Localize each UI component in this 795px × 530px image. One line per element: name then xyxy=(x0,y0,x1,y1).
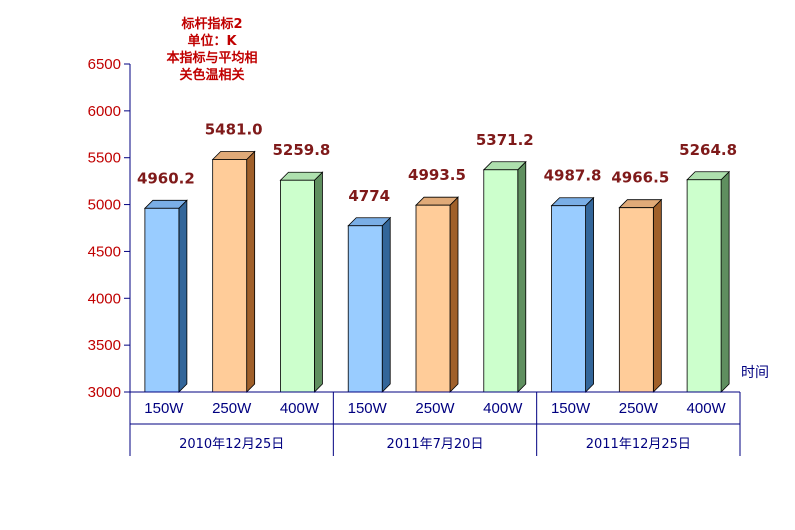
y-tick-label: 4500 xyxy=(88,243,121,260)
bar-2-400w xyxy=(686,179,722,393)
data-label: 4960.2 xyxy=(137,169,195,187)
data-label: 4966.5 xyxy=(611,169,669,187)
bar-2-400w-top xyxy=(686,171,731,181)
bar-0-250w xyxy=(212,159,248,393)
x-category-label: 250W xyxy=(619,400,659,417)
x-category-label: 400W xyxy=(280,400,320,417)
bar-2-150w-top xyxy=(550,197,595,207)
data-label: 5264.8 xyxy=(679,141,737,159)
data-labels: 4960.2 5481.0 5259.8 4774 4993.5 5371.2 4987.8… xyxy=(137,120,737,204)
x-group-label: 2011年7月20日 xyxy=(387,437,484,452)
bar-1-250w-top xyxy=(415,196,459,206)
x-category-label: 250W xyxy=(212,400,252,417)
x-category-label: 150W xyxy=(348,400,388,417)
data-label: 5259.8 xyxy=(272,141,330,159)
bar-0-250w-side xyxy=(246,150,256,393)
x-category-label: 150W xyxy=(144,400,184,417)
bars xyxy=(143,150,731,393)
bar-0-400w-side xyxy=(314,171,323,393)
bar-1-400w-top xyxy=(482,161,527,171)
x-category-label: 250W xyxy=(415,400,455,417)
bar-2-250w xyxy=(618,207,654,393)
y-axis: 3000 3500 4000 4500 5000 5500 6000 6500 xyxy=(88,56,131,401)
bar-0-400w-top xyxy=(279,171,324,181)
bar-0-150w xyxy=(144,207,180,393)
bar-2-150w-side xyxy=(585,196,594,393)
data-label: 5481.0 xyxy=(205,120,263,138)
bar-0-150w-top xyxy=(143,199,188,209)
chart-title-line: 关色温相关 xyxy=(179,67,244,83)
x-category-label: 150W xyxy=(551,400,591,417)
x-group-label: 2011年12月25日 xyxy=(586,437,691,452)
y-tick-label: 4000 xyxy=(88,290,121,307)
chart-title-line: 标杆指标2 xyxy=(180,16,242,32)
data-label: 4774 xyxy=(348,187,390,205)
bar-0-400w xyxy=(280,179,315,393)
bar-1-150w-top xyxy=(347,217,392,227)
bar-1-400w-side xyxy=(517,160,527,393)
bar-2-250w-top xyxy=(618,199,663,209)
data-label: 4993.5 xyxy=(408,166,466,184)
bar-1-150w-side xyxy=(381,216,391,393)
chart-title-line: 本指标与平均相 xyxy=(166,50,257,66)
x-category-label: 400W xyxy=(687,400,727,417)
x-axis-label: 时间 xyxy=(741,365,769,381)
y-tick-label: 3000 xyxy=(88,384,121,401)
bar-1-150w xyxy=(347,225,383,393)
bar-2-150w xyxy=(551,205,586,393)
bar-0-250w-top xyxy=(211,151,256,160)
y-tick-label: 5500 xyxy=(88,150,121,167)
data-label: 4987.8 xyxy=(544,167,602,185)
y-tick-label: 6500 xyxy=(88,56,121,73)
bar-1-400w xyxy=(483,169,519,393)
chart-title-line: 单位：K xyxy=(187,33,237,49)
y-tick-label: 5000 xyxy=(88,197,121,214)
y-tick-label: 6000 xyxy=(88,103,121,120)
y-tick-label: 3500 xyxy=(88,337,121,354)
data-label: 5371.2 xyxy=(476,131,534,149)
x-group-label: 2010年12月25日 xyxy=(179,437,284,452)
bar-1-250w-side xyxy=(449,196,459,393)
bar-2-250w-side xyxy=(652,198,662,393)
bar-2-400w-side xyxy=(720,170,730,393)
x-category-label: 400W xyxy=(483,400,523,417)
bar-0-150w-side xyxy=(178,199,188,393)
bar-1-250w xyxy=(415,204,451,393)
x-axis: 150W 250W 400W 2010年12月25日 150W 250W 400W 2011年… xyxy=(129,391,741,456)
